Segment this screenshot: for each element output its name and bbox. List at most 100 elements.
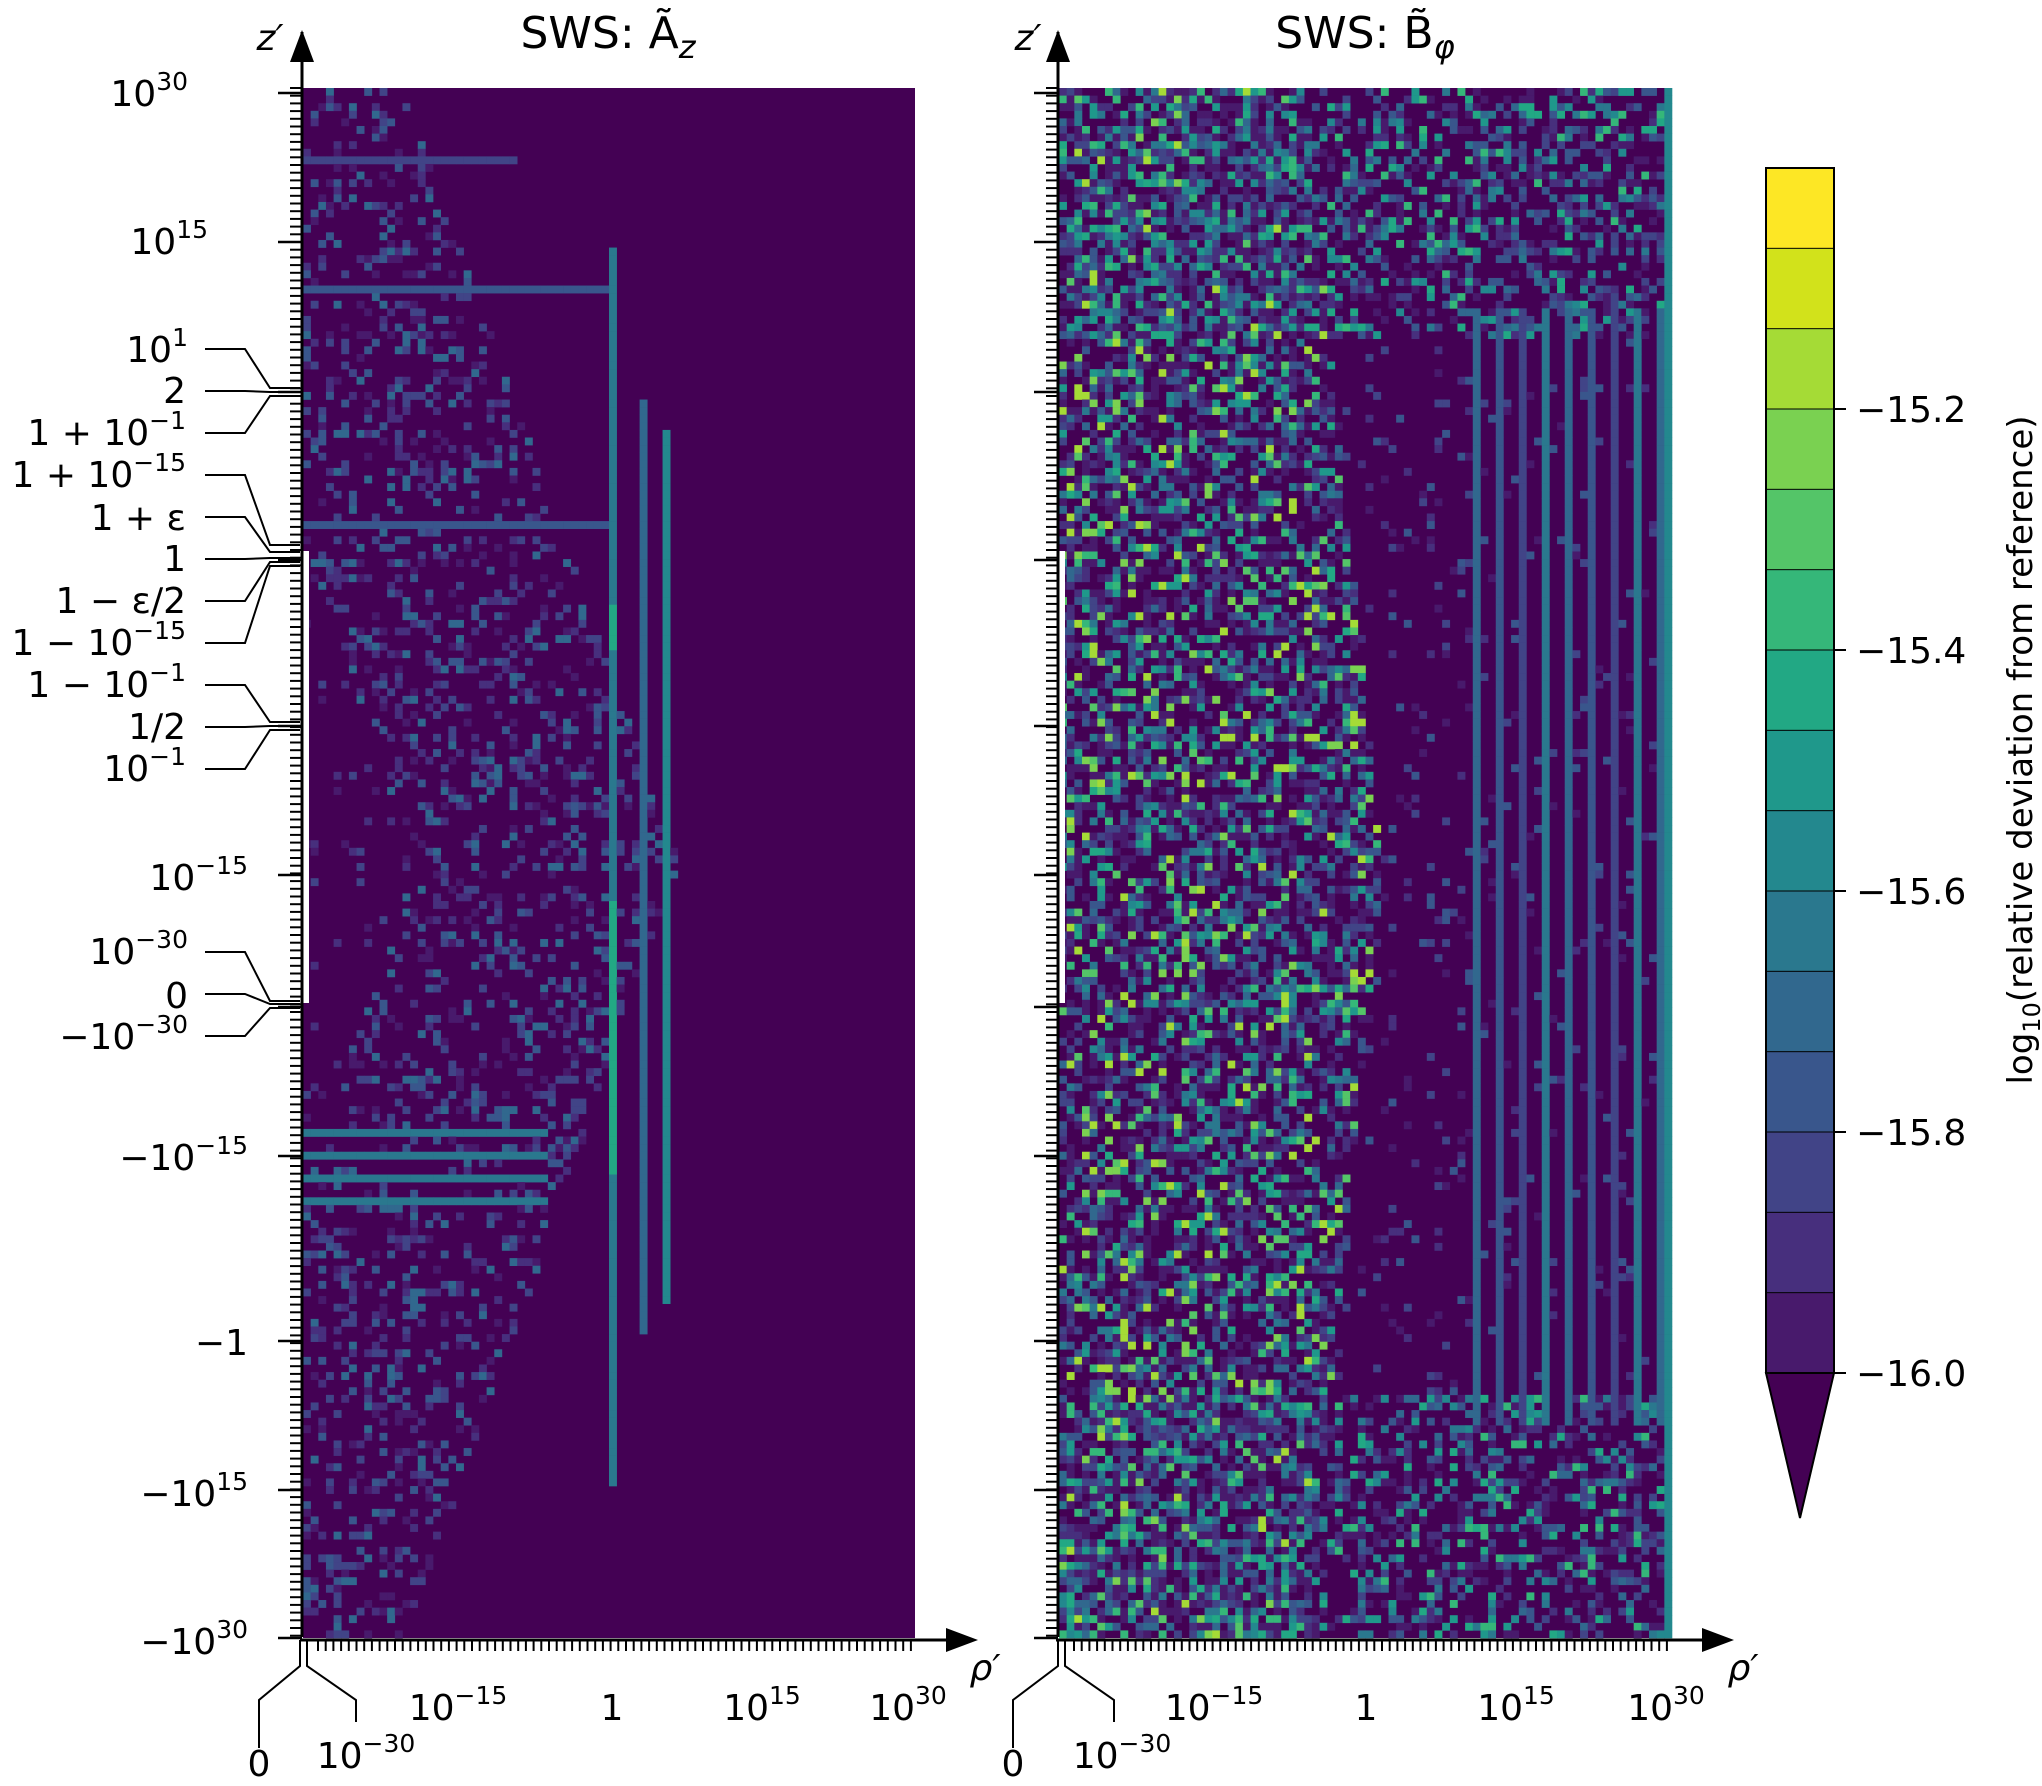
heatmap-cell xyxy=(1174,202,1182,210)
heatmap-cell xyxy=(441,1319,449,1327)
heatmap-cell xyxy=(1090,407,1098,415)
heatmap-cell xyxy=(609,559,617,567)
heatmap-cell xyxy=(341,324,349,332)
heatmap-cell xyxy=(525,513,533,521)
heatmap-cell xyxy=(448,741,456,749)
heatmap-cell xyxy=(1105,103,1113,111)
heatmap-cell xyxy=(1297,324,1305,332)
heatmap-cell xyxy=(1496,445,1504,453)
heatmap-cell xyxy=(1120,392,1128,400)
heatmap-cell xyxy=(1067,156,1075,164)
heatmap-cell xyxy=(1228,217,1236,225)
heatmap-cell xyxy=(1320,316,1328,324)
heatmap-cell xyxy=(594,1083,602,1091)
heatmap-cell xyxy=(525,521,533,529)
heatmap-cell xyxy=(1580,164,1588,172)
heatmap-cell xyxy=(487,415,495,423)
heatmap-cell xyxy=(502,1129,510,1137)
heatmap-cell xyxy=(663,810,671,818)
heatmap-cell xyxy=(517,536,525,544)
heatmap-cell xyxy=(502,871,510,879)
heatmap-cell xyxy=(1113,179,1121,187)
heatmap-cell xyxy=(1151,141,1159,149)
heatmap-cell xyxy=(1197,354,1205,362)
heatmap-cell xyxy=(510,696,518,704)
heatmap-cell xyxy=(1212,149,1220,157)
heatmap-cell xyxy=(640,513,648,521)
heatmap-cell xyxy=(1159,529,1167,537)
heatmap-cell xyxy=(410,1220,418,1228)
heatmap-cell xyxy=(663,582,671,590)
heatmap-cell xyxy=(1205,331,1213,339)
heatmap-cell xyxy=(1450,240,1458,248)
heatmap-cell xyxy=(1511,476,1519,484)
heatmap-cell xyxy=(1274,248,1282,256)
heatmap-cell xyxy=(1588,331,1596,339)
heatmap-cell xyxy=(1074,407,1082,415)
heatmap-cell xyxy=(1427,536,1435,544)
heatmap-cell xyxy=(1243,506,1251,514)
heatmap-cell xyxy=(663,1243,671,1251)
heatmap-cell xyxy=(510,476,518,484)
heatmap-cell xyxy=(1572,248,1580,256)
heatmap-cell xyxy=(1128,270,1136,278)
heatmap-cell xyxy=(1588,529,1596,537)
heatmap-cell xyxy=(1251,179,1259,187)
heatmap-cell xyxy=(1289,362,1297,370)
heatmap-cell xyxy=(1105,225,1113,233)
heatmap-cell xyxy=(1588,308,1596,316)
heatmap-cell xyxy=(349,286,357,294)
heatmap-cell xyxy=(364,817,372,825)
heatmap-cell xyxy=(1419,141,1427,149)
heatmap-cell xyxy=(1526,88,1534,96)
heatmap-cell xyxy=(1664,483,1672,491)
heatmap-cell xyxy=(1542,286,1550,294)
heatmap-cell xyxy=(1664,308,1672,316)
heatmap-cell xyxy=(1572,331,1580,339)
heatmap-cell xyxy=(1143,141,1151,149)
heatmap-cell xyxy=(1465,111,1473,119)
heatmap-cell xyxy=(1664,194,1672,202)
heatmap-cell xyxy=(334,1592,342,1600)
heatmap-cell xyxy=(410,1076,418,1084)
heatmap-cell xyxy=(1565,331,1573,339)
heatmap-cell xyxy=(1074,156,1082,164)
heatmap-cell xyxy=(1297,316,1305,324)
heatmap-cell xyxy=(640,871,648,879)
heatmap-cell xyxy=(555,840,563,848)
heatmap-cell xyxy=(609,1106,617,1114)
heatmap-cell xyxy=(1611,460,1619,468)
heatmap-cell xyxy=(303,407,311,415)
heatmap-cell xyxy=(609,1433,617,1441)
heatmap-cell xyxy=(441,1106,449,1114)
heatmap-cell xyxy=(1274,498,1282,506)
heatmap-cell xyxy=(441,438,449,446)
heatmap-cell xyxy=(1166,111,1174,119)
heatmap-cell xyxy=(1189,156,1197,164)
heatmap-cell xyxy=(357,1129,365,1137)
heatmap-cell xyxy=(1473,225,1481,233)
heatmap-cell xyxy=(571,886,579,894)
heatmap-cell xyxy=(1664,506,1672,514)
heatmap-cell xyxy=(617,909,625,917)
heatmap-cell xyxy=(609,871,617,879)
heatmap-cell xyxy=(1113,164,1121,172)
heatmap-cell xyxy=(1174,96,1182,104)
heatmap-cell xyxy=(609,1129,617,1137)
heatmap-cell xyxy=(655,909,663,917)
heatmap-cell xyxy=(640,650,648,658)
panel-title-right: SWS: B̃φ xyxy=(1275,6,1454,66)
heatmap-cell xyxy=(425,1175,433,1183)
heatmap-cell xyxy=(571,825,579,833)
heatmap-cell xyxy=(1473,415,1481,423)
heatmap-cell xyxy=(418,453,426,461)
heatmap-cell xyxy=(364,574,372,582)
heatmap-cell xyxy=(1243,392,1251,400)
heatmap-cell xyxy=(640,719,648,727)
heatmap-cell xyxy=(586,1015,594,1023)
heatmap-cell xyxy=(1113,529,1121,537)
heatmap-cell xyxy=(609,1319,617,1327)
heatmap-cell xyxy=(372,126,380,134)
heatmap-cell xyxy=(1074,255,1082,263)
heatmap-cell xyxy=(1159,202,1167,210)
